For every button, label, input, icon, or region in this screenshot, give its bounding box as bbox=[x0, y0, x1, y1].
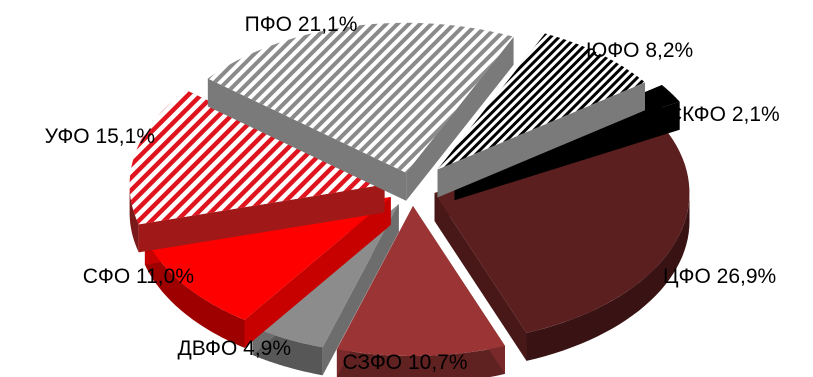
slice-уфо bbox=[129, 90, 385, 253]
slice-side bbox=[437, 82, 645, 198]
label-cfo: ЦФО 26,9% bbox=[663, 265, 776, 288]
slice-сзфо bbox=[336, 205, 505, 377]
slice-пфо bbox=[207, 22, 514, 201]
slice-top bbox=[129, 90, 385, 225]
label-yufo: ЮФО 8,2% bbox=[586, 39, 693, 62]
label-skfo: СКФО 2,1% bbox=[667, 103, 780, 126]
label-pfo: ПФО 21,1% bbox=[245, 13, 358, 36]
slice-side bbox=[138, 184, 385, 253]
label-szfo: СЗФО 10,7% bbox=[342, 351, 467, 374]
label-dvfo: ДВФО 4,9% bbox=[177, 337, 291, 360]
slice-top bbox=[437, 33, 645, 170]
slice-side bbox=[207, 78, 407, 201]
slice-wall bbox=[336, 345, 505, 377]
slice-wall bbox=[526, 193, 690, 361]
slice-side bbox=[244, 196, 391, 348]
slice-side bbox=[454, 101, 680, 201]
slice-side bbox=[434, 193, 527, 361]
label-ufo: УФО 15,1% bbox=[45, 125, 155, 148]
slice-wall bbox=[144, 236, 245, 348]
slice-юфо bbox=[437, 33, 645, 198]
slice-wall bbox=[129, 184, 139, 253]
slice-side bbox=[406, 36, 514, 201]
slice-top bbox=[207, 22, 514, 173]
label-sfo: СФО 11,0% bbox=[83, 265, 194, 288]
slice-top bbox=[336, 205, 505, 356]
